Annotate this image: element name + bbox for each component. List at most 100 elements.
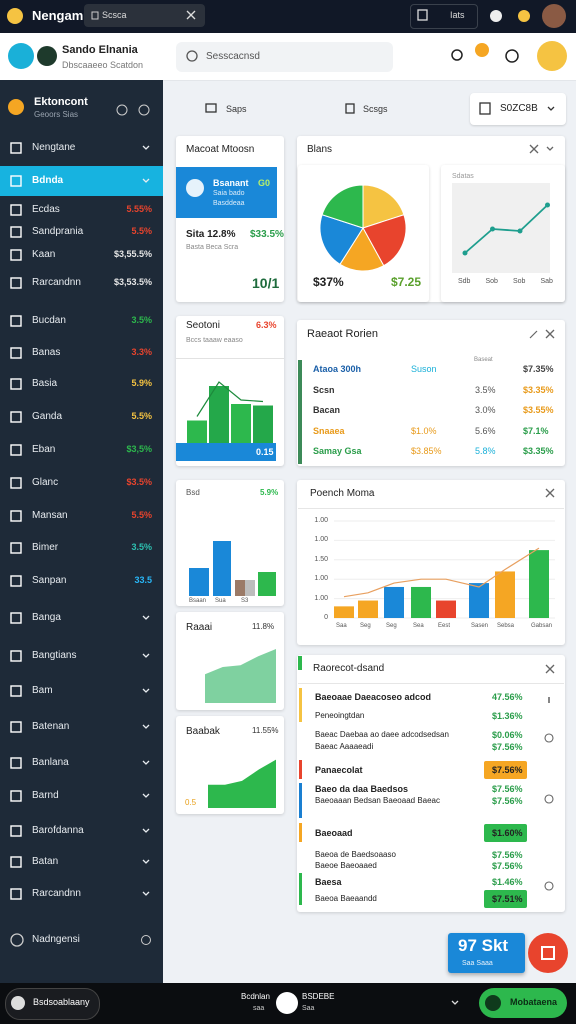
menu-label[interactable]: Barnd	[32, 790, 59, 801]
tool-icon	[345, 103, 355, 114]
trend-point	[517, 228, 523, 234]
table-cell: $3.35%	[523, 384, 554, 395]
brand-icon	[8, 99, 24, 115]
close-stroke	[186, 10, 196, 20]
menu-label[interactable]: Rarcandnn	[32, 888, 81, 899]
menu-label[interactable]: Banlana	[32, 757, 69, 768]
x-tick-label: Sab	[540, 278, 553, 285]
x-tick-label: Sua	[215, 598, 226, 604]
menu-label[interactable]: Banga	[32, 612, 61, 623]
menu-icon	[10, 685, 22, 697]
table-cell: Bacan	[313, 405, 341, 415]
menu-label[interactable]: Bucdan	[32, 315, 66, 326]
app-name: Nengami	[32, 8, 87, 23]
card	[297, 320, 565, 466]
row-value: $1.36%	[492, 711, 523, 721]
table-cell: 5.6%	[475, 425, 496, 436]
logo-a	[8, 43, 34, 69]
row-accent	[299, 688, 302, 722]
trend-line	[196, 381, 264, 417]
x-tick-label: Sdb	[458, 278, 471, 285]
fab[interactable]	[448, 933, 525, 973]
bar	[334, 606, 354, 618]
highlight-line: Basddeaa	[213, 200, 245, 207]
y-tick-label: 1.00	[314, 575, 328, 583]
tool-icon	[205, 103, 217, 113]
pie-slice	[319, 214, 364, 265]
table-cell: $3.85%	[411, 446, 442, 456]
highlight-title: Bsanant	[213, 178, 249, 188]
menu-label[interactable]: Sanpan	[32, 575, 67, 586]
menu-label[interactable]: Sandprania	[32, 226, 84, 237]
menu-label[interactable]: Bangtians	[32, 650, 77, 661]
tab[interactable]	[84, 4, 205, 27]
row-value: $7.56%	[492, 850, 523, 860]
menu-icon	[10, 721, 22, 733]
menu-label[interactable]: Glanc	[32, 477, 59, 488]
y-tick-label: 0	[324, 614, 328, 621]
sidebar-title: Ektoncont	[34, 96, 88, 108]
x-tick-label: Sasen	[471, 623, 489, 629]
pill-text: Iats	[450, 10, 465, 20]
menu-label[interactable]: Bimer	[32, 542, 59, 553]
row-badge	[484, 824, 527, 842]
menu-value: 5.55%	[126, 204, 152, 214]
menu-value: 33.5	[134, 575, 152, 585]
x-tick-label: Sob	[513, 278, 526, 285]
menu-label[interactable]: Bam	[32, 685, 53, 696]
menu-label[interactable]: Kaan	[32, 249, 56, 260]
bottom-right-text[interactable]: Mobataena	[510, 997, 558, 1007]
bottom-center-text: Saa	[302, 1005, 315, 1012]
highlight-tag: G0	[258, 178, 271, 188]
menu-icon	[10, 612, 22, 624]
menu-label[interactable]: Barofdanna	[32, 825, 84, 836]
card-title: Blans	[307, 144, 333, 155]
menu-label[interactable]: Nengtane	[32, 142, 76, 153]
card-title: Raorecot-dsand	[313, 663, 385, 674]
x-tick-label: Sea	[413, 623, 424, 629]
active-item[interactable]	[0, 166, 163, 196]
menu-icon	[10, 542, 22, 554]
bottom-pill[interactable]	[5, 988, 100, 1020]
bottom-center-text: Bcdnlan	[241, 992, 270, 1001]
card-change: 5.9%	[260, 488, 279, 497]
row-value: $0.06%	[492, 730, 523, 740]
table-cell: $3.35%	[523, 446, 554, 456]
menu-label[interactable]: Banas	[32, 347, 61, 358]
toolbar-item[interactable]: Saps	[226, 104, 247, 114]
header-subtitle: Dbscaaeeo Scatdon	[62, 60, 144, 70]
top-pill[interactable]	[410, 4, 478, 29]
row-title: Baeoa Baeaandd	[315, 894, 377, 903]
close-icon	[545, 488, 555, 498]
menu-label[interactable]: Bdnda	[32, 175, 64, 186]
menu-label[interactable]: Batenan	[32, 721, 70, 732]
close-icon	[186, 10, 196, 20]
logo-b	[37, 46, 57, 66]
fab-title[interactable]: 97 Skt	[458, 936, 509, 955]
highlight-icon	[186, 179, 204, 197]
toolbar-item[interactable]: Scsgs	[363, 104, 388, 114]
menu-label[interactable]: Batan	[32, 856, 59, 867]
card-title: Raaai	[186, 622, 213, 633]
alert-icon	[490, 10, 502, 22]
x-tick-label: Sob	[485, 278, 498, 285]
pie-slice	[362, 184, 405, 229]
row-radio	[544, 881, 554, 891]
search-box[interactable]	[176, 42, 393, 72]
menu-label[interactable]: Ecdas	[32, 204, 60, 215]
separator	[298, 508, 564, 509]
bottom-left-text[interactable]: Bsdsoablaany	[33, 997, 90, 1007]
chevron-icon	[547, 106, 555, 111]
menu-label[interactable]: Eban	[32, 444, 56, 455]
menu-label[interactable]: Ganda	[32, 411, 63, 422]
card-title: Bsd	[186, 488, 200, 497]
menu-value: 3.5%	[131, 315, 152, 325]
menu-label[interactable]: Rarcandnn	[32, 277, 81, 288]
card-change: 6.3%	[256, 320, 277, 330]
menu-label[interactable]: Mansan	[32, 510, 68, 521]
row-value: $1.46%	[492, 877, 523, 887]
sidebar-footer[interactable]: Nadngensi	[32, 934, 80, 945]
menu-label[interactable]: Basia	[32, 378, 58, 389]
bar	[384, 586, 404, 618]
row-radio	[544, 794, 554, 804]
